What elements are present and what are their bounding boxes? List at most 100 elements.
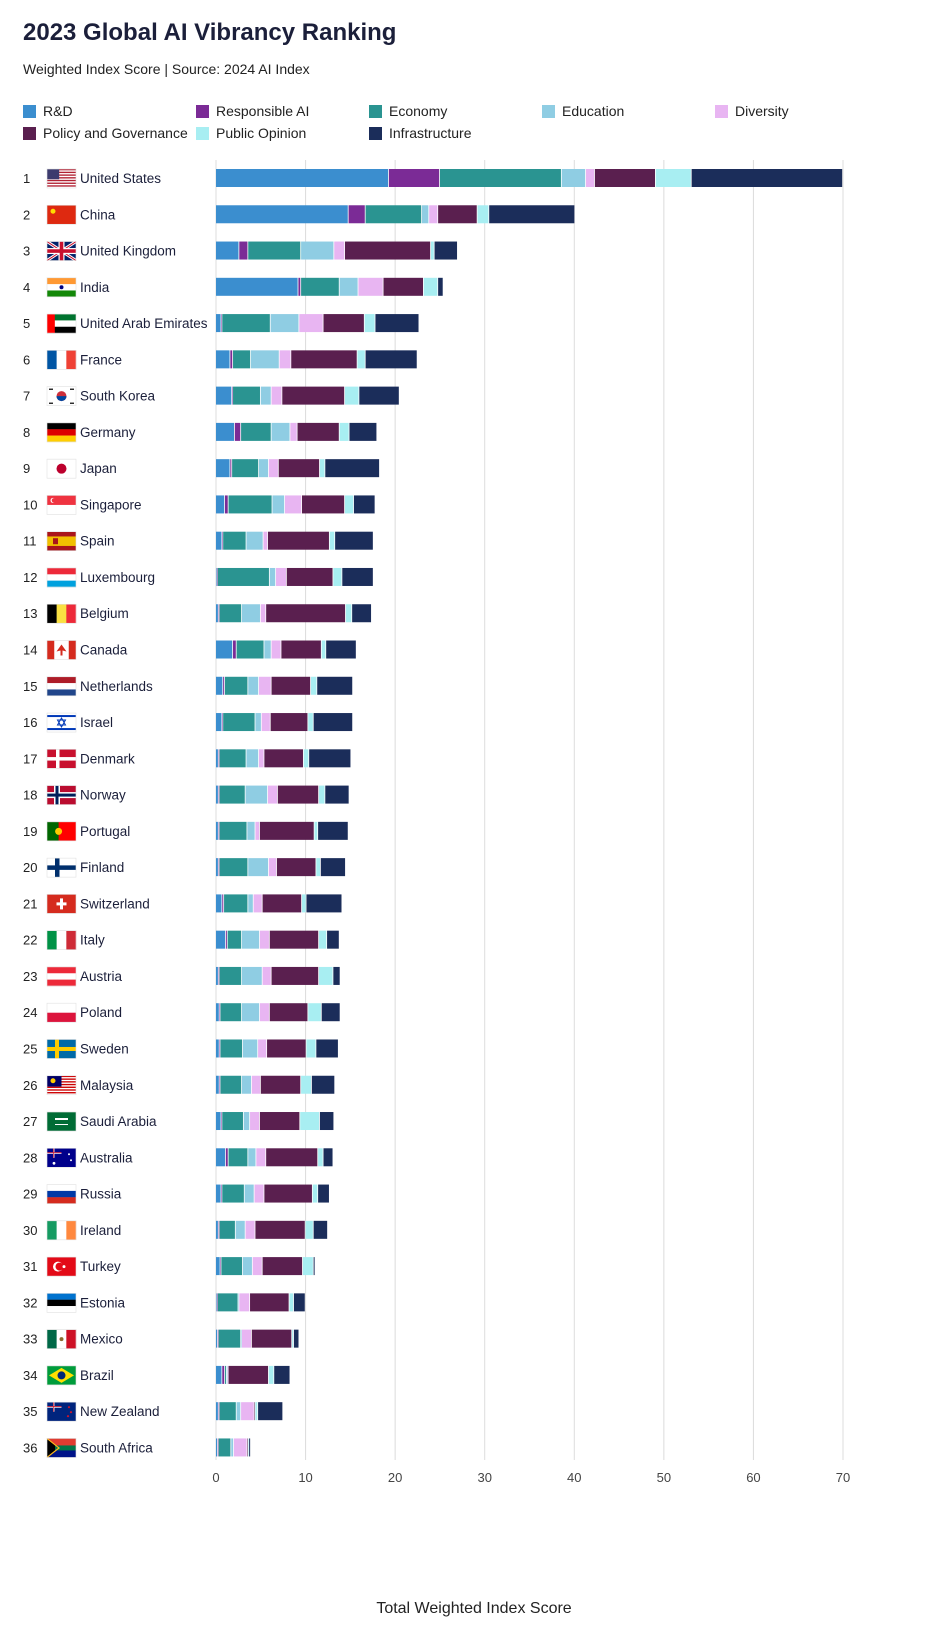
rank-label: 30 — [23, 1223, 37, 1238]
rank-label: 14 — [23, 643, 37, 658]
bar-segment — [228, 495, 272, 514]
bar-segment — [316, 858, 320, 877]
bar-segment — [230, 350, 233, 369]
legend-item-education: Education — [542, 103, 624, 119]
bar-segment — [233, 386, 260, 405]
country-row: 5 United Arab Emirates — [23, 313, 419, 334]
legend-label: Public Opinion — [216, 125, 307, 141]
bar-segment — [306, 894, 342, 913]
bar-segment — [325, 785, 349, 804]
bar-segment — [221, 1112, 222, 1131]
bar-segment — [216, 1257, 220, 1276]
bar-segment — [299, 314, 323, 333]
bar-segment — [477, 205, 489, 224]
bar-segment — [225, 1148, 228, 1167]
bar-segment — [310, 676, 317, 695]
bar-segment — [233, 350, 251, 369]
bar-segment — [269, 567, 276, 586]
bar-segment — [691, 169, 843, 187]
country-label: Brazil — [80, 1368, 114, 1383]
country-label: Norway — [80, 788, 126, 803]
country-row: 16 Israel — [23, 712, 353, 733]
bar-segment — [222, 1184, 244, 1203]
bar-segment — [238, 1293, 239, 1312]
rank-label: 33 — [23, 1332, 37, 1347]
bar-segment — [266, 1148, 318, 1167]
country-label: Japan — [80, 461, 117, 476]
bar-segment — [225, 930, 227, 949]
lu-flag — [46, 567, 77, 588]
bar-segment — [259, 930, 269, 949]
legend-item-policy: Policy and Governance — [23, 125, 188, 141]
bar-segment — [585, 169, 595, 187]
bar-segment — [256, 1148, 266, 1167]
country-row: 26 Malaysia — [23, 1075, 335, 1096]
bar-segment — [226, 1365, 228, 1384]
bar-segment — [319, 966, 333, 985]
bar-segment — [220, 1075, 242, 1094]
country-row: 21 Switzerland — [23, 894, 342, 914]
rank-label: 26 — [23, 1078, 37, 1093]
bar-segment — [216, 1402, 218, 1421]
bar-segment — [217, 567, 269, 586]
bar-segment — [231, 1438, 234, 1457]
country-label: Singapore — [80, 497, 142, 512]
rank-label: 9 — [23, 461, 30, 476]
legend-item-infrastructure: Infrastructure — [369, 125, 471, 141]
bar-segment — [218, 1438, 231, 1457]
bar-segment — [216, 350, 230, 369]
bar-segment — [241, 1329, 252, 1348]
rank-label: 24 — [23, 1005, 37, 1020]
bar-segment — [320, 858, 346, 877]
bar-segment — [262, 1257, 303, 1276]
bar-segment — [219, 1075, 221, 1094]
dk-flag — [46, 749, 77, 769]
bar-segment — [219, 604, 242, 623]
bar-segment — [264, 749, 303, 768]
bar-segment — [222, 1365, 225, 1384]
bar-segment — [216, 640, 233, 659]
bar-segment — [218, 858, 220, 877]
bar-segment — [216, 205, 348, 224]
country-label: Russia — [80, 1187, 122, 1202]
bar-segment — [318, 1148, 323, 1167]
country-label: Italy — [80, 933, 105, 948]
bar-segment — [218, 749, 220, 768]
mx-flag — [46, 1329, 77, 1349]
bar-segment — [594, 169, 655, 187]
bar-segment — [221, 1257, 243, 1276]
bar-segment — [319, 1112, 334, 1131]
bar-segment — [323, 314, 364, 333]
country-row: 32 Estonia — [23, 1293, 305, 1313]
x-tick-label: 60 — [746, 1470, 760, 1485]
bar-segment — [268, 1365, 274, 1384]
bar-segment — [313, 1220, 328, 1239]
bar-segment — [271, 422, 290, 441]
bar-segment — [260, 1075, 301, 1094]
rank-label: 22 — [23, 933, 37, 948]
sg-flag — [46, 495, 77, 515]
ca-flag — [46, 640, 77, 660]
bar-segment — [220, 1003, 242, 1022]
bar-segment — [216, 713, 222, 732]
rank-label: 4 — [23, 280, 30, 295]
bar-segment — [264, 1184, 312, 1203]
bar-segment — [327, 930, 339, 949]
legend-label: Diversity — [735, 103, 789, 119]
bar-segment — [219, 785, 245, 804]
ae-flag — [46, 313, 77, 334]
rank-label: 20 — [23, 860, 37, 875]
legend-swatch — [196, 126, 209, 140]
bar-segment — [258, 1402, 283, 1421]
bar-segment — [258, 676, 271, 695]
bar-segment — [220, 1257, 221, 1276]
country-label: United Kingdom — [80, 244, 176, 259]
bar-segment — [271, 676, 311, 695]
country-label: Spain — [80, 534, 115, 549]
bar-segment — [270, 713, 308, 732]
ch-flag — [46, 894, 77, 914]
bar-segment — [218, 966, 220, 985]
country-row: 30 Ireland — [23, 1220, 328, 1241]
country-label: Luxembourg — [80, 570, 155, 585]
bar-segment — [269, 1003, 308, 1022]
